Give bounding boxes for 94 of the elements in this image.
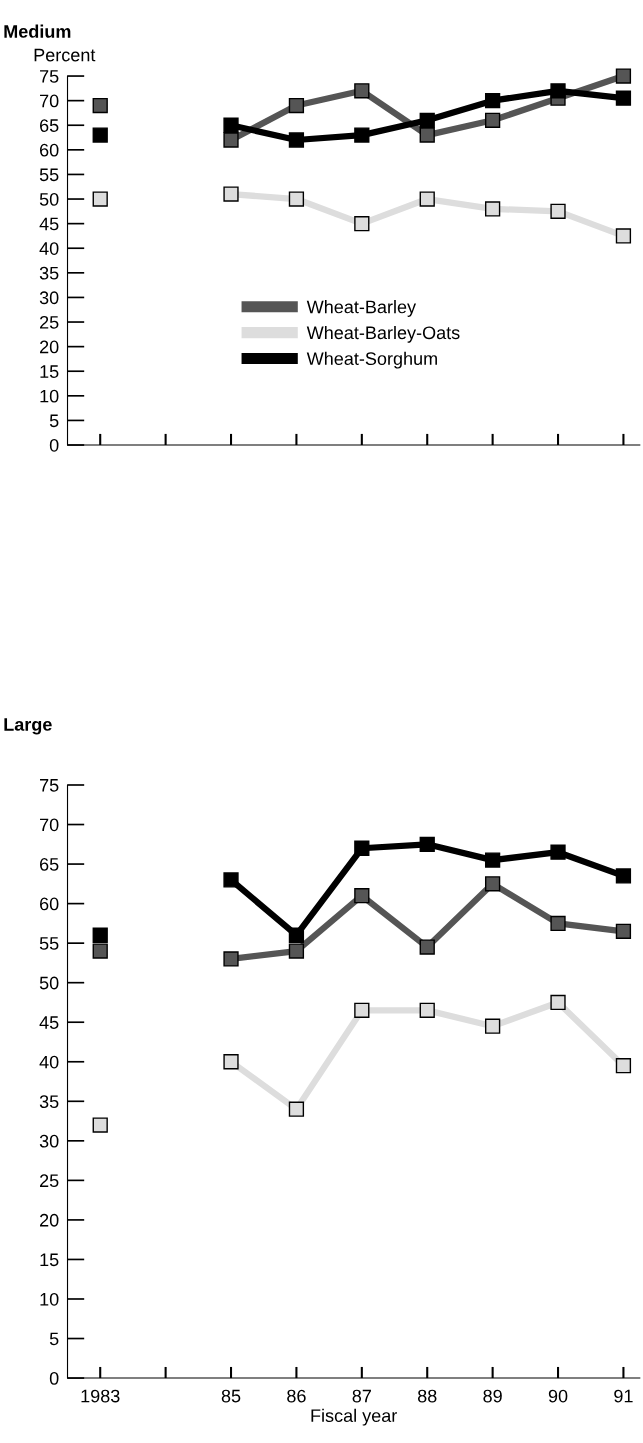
point	[484, 876, 501, 892]
y-tick-label: 45	[39, 217, 59, 231]
x-tick-label: 90	[548, 1389, 568, 1403]
point	[550, 83, 566, 99]
point	[223, 132, 239, 148]
point	[223, 186, 239, 202]
y-tick-label: 10	[40, 389, 59, 403]
point	[484, 852, 501, 868]
point	[484, 93, 501, 109]
legend-label: Wheat-Barley-Oats	[306, 325, 460, 343]
point	[288, 1101, 305, 1117]
point	[288, 132, 305, 148]
x-tick-label: 89	[483, 1389, 502, 1403]
y-tick-label: 15	[40, 1253, 59, 1267]
point	[223, 872, 239, 888]
legend-label: Wheat-Barley	[306, 300, 417, 317]
y-tick-label: 75	[40, 779, 59, 792]
point	[92, 191, 108, 207]
point	[92, 97, 108, 114]
point	[354, 888, 370, 904]
point	[223, 1054, 239, 1070]
y-tick-label: 50	[39, 192, 59, 206]
point	[354, 840, 370, 856]
y-axis-title: Percent	[34, 48, 96, 62]
point	[615, 68, 632, 84]
y-tick-label: 60	[40, 143, 59, 157]
y-tick-label: 20	[40, 340, 59, 354]
x-axis-title: Fiscal year	[311, 1408, 397, 1426]
point	[550, 203, 566, 219]
x-tick-label: 1983	[81, 1389, 120, 1403]
y-tick-label: 55	[39, 168, 59, 182]
y-tick-label: 60	[40, 897, 59, 911]
point	[419, 112, 435, 128]
y-tick-label: 35	[39, 1095, 59, 1109]
point	[615, 923, 632, 939]
y-tick-label: 25	[40, 1174, 59, 1188]
y-tick-label: 5	[49, 414, 59, 428]
point	[615, 1058, 632, 1074]
point	[550, 915, 566, 932]
point	[615, 228, 632, 244]
y-tick-label: 15	[40, 365, 59, 378]
y-tick-label: 55	[39, 937, 59, 950]
chart-title: Medium	[4, 24, 71, 38]
point	[615, 868, 632, 884]
y-tick-label: 40	[39, 242, 59, 255]
point	[484, 112, 501, 128]
y-tick-label: 75	[40, 70, 59, 83]
point	[419, 836, 435, 852]
chart-title: Large	[4, 718, 52, 735]
x-tick-label: 91	[614, 1389, 633, 1403]
point	[419, 191, 435, 207]
y-tick-label: 20	[40, 1213, 59, 1227]
point	[419, 1002, 435, 1018]
point	[550, 844, 566, 860]
y-tick-label: 40	[39, 1055, 59, 1069]
point	[288, 191, 305, 207]
y-tick-label: 30	[39, 1134, 59, 1148]
y-tick-label: 45	[39, 1016, 59, 1029]
point	[354, 215, 370, 232]
y-tick-label: 35	[39, 266, 59, 280]
point	[92, 1117, 108, 1133]
x-tick-label: 88	[417, 1389, 437, 1403]
y-tick-label: 0	[49, 438, 59, 452]
x-tick-label: 87	[352, 1389, 371, 1403]
y-tick-label: 5	[49, 1332, 59, 1346]
point	[615, 90, 632, 106]
point	[484, 1018, 501, 1034]
point	[419, 939, 435, 955]
point	[354, 83, 370, 99]
point	[223, 951, 239, 967]
y-tick-label: 10	[40, 1292, 59, 1306]
point	[288, 927, 305, 943]
point	[419, 127, 435, 143]
point	[354, 127, 370, 143]
y-tick-label: 65	[40, 858, 59, 871]
point	[484, 201, 501, 217]
y-tick-label: 0	[49, 1372, 59, 1385]
x-tick-label: 85	[221, 1389, 241, 1403]
point	[288, 97, 305, 114]
y-tick-label: 70	[40, 818, 59, 832]
point	[223, 117, 239, 133]
point	[92, 927, 108, 943]
y-tick-label: 30	[39, 291, 59, 305]
y-tick-label: 25	[40, 315, 59, 329]
point	[550, 994, 566, 1011]
y-tick-label: 50	[39, 976, 59, 990]
point	[288, 943, 305, 959]
point	[92, 127, 108, 143]
point	[92, 943, 108, 959]
point	[354, 1002, 370, 1018]
x-tick-label: 86	[287, 1389, 306, 1403]
legend-label: Wheat-Sorghum	[306, 351, 437, 369]
y-tick-label: 65	[40, 119, 59, 132]
y-tick-label: 70	[40, 94, 59, 108]
